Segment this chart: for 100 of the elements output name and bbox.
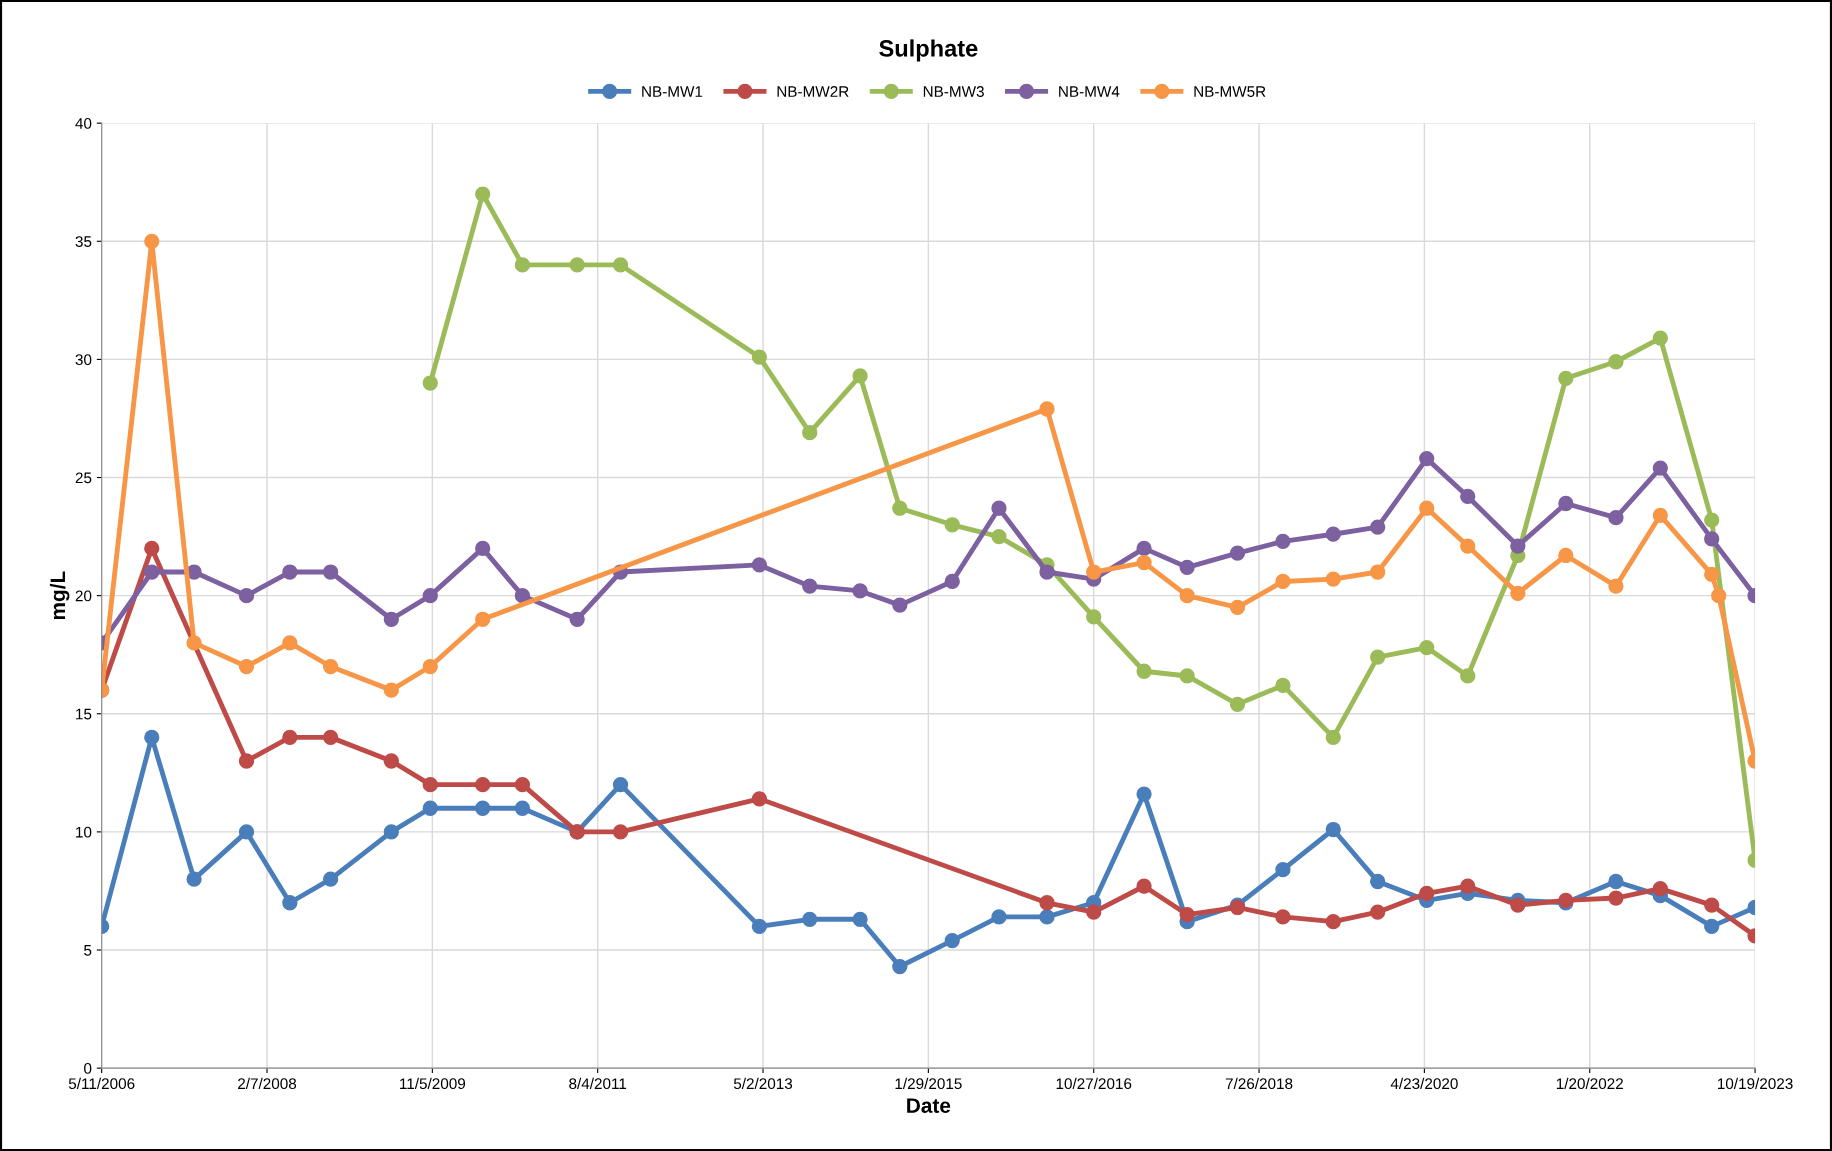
point [422,800,438,816]
point [1608,354,1624,370]
point [1704,897,1720,913]
x-tick-label: 7/26/2018 [1225,1077,1293,1090]
legend-label: NB-MW1 [642,86,703,97]
point [514,776,531,793]
legend-label: NB-MW2R [777,86,849,97]
point [475,800,491,816]
point [852,911,868,927]
point [1510,585,1526,601]
point [1136,540,1152,557]
point [383,824,399,840]
point [422,375,438,391]
point [1608,873,1624,890]
point [1704,512,1720,528]
y-tick-label: 25 [75,472,92,484]
point [1039,895,1055,911]
point [1460,878,1476,894]
point [383,682,399,698]
point [514,588,531,604]
point [322,564,339,580]
point [1370,519,1386,535]
point [569,257,585,273]
point [1704,566,1720,583]
point [383,753,399,769]
point [751,349,768,365]
point [1652,330,1668,346]
x-tick-label: 11/5/2009 [400,1077,466,1090]
point [322,729,339,746]
point [1229,696,1246,712]
point [238,588,255,604]
point [1275,862,1291,878]
y-tick-label: 5 [84,945,92,956]
point [514,800,531,816]
point [422,588,438,604]
point [1275,533,1291,549]
x-axis-title: Date [907,1098,951,1113]
point [1325,729,1341,746]
y-tick-label: 20 [75,590,92,602]
point [1419,450,1435,467]
point [238,658,255,675]
point [1136,663,1152,679]
point [751,918,768,935]
point [1179,668,1195,684]
point [1510,897,1526,913]
chart-title: Sulphate [879,39,978,62]
y-tick-label: 0 [84,1063,92,1074]
point [1325,821,1341,838]
point [1086,609,1102,625]
point [1136,554,1152,571]
y-tick-label: 10 [76,826,92,838]
point [1370,649,1386,665]
point [944,517,960,533]
point [1652,460,1668,476]
point [802,424,818,441]
point [1704,918,1720,935]
point [322,871,339,887]
point [1325,526,1341,542]
legend-label: NB-MW4 [1059,86,1120,97]
x-tick-label: 5/11/2006 [68,1077,135,1090]
point [144,564,160,580]
point [282,564,298,580]
point [1086,904,1102,920]
y-axis-title: mg/L [49,571,70,620]
point [186,871,202,887]
point [383,611,399,627]
x-tick-label: 1/29/2015 [895,1077,962,1090]
point [1370,564,1386,580]
point [991,528,1007,545]
y-tick-label: 40 [75,118,92,129]
point [1510,538,1526,554]
point [282,635,298,651]
point [514,257,531,273]
x-tick-label: 10/27/2016 [1056,1077,1132,1090]
point [944,573,960,590]
point [422,658,438,675]
point [144,540,160,557]
x-tick-label: 5/2/2013 [733,1077,793,1090]
point [1558,370,1574,386]
point [1608,510,1624,526]
point [991,500,1007,516]
point [238,753,255,769]
legend-label: NB-MW3 [923,86,984,97]
point [1558,547,1574,564]
point [1179,588,1195,604]
point [892,500,908,516]
point [238,824,255,840]
point [475,611,491,627]
point [852,583,868,599]
point [944,932,960,949]
point [612,824,629,840]
y-tick-label: 30 [75,354,92,366]
point [1460,668,1476,684]
point [1039,564,1055,580]
point [322,658,339,675]
point [892,958,908,975]
point [1325,914,1341,930]
point [282,895,298,911]
point [475,540,491,557]
point [612,257,629,273]
